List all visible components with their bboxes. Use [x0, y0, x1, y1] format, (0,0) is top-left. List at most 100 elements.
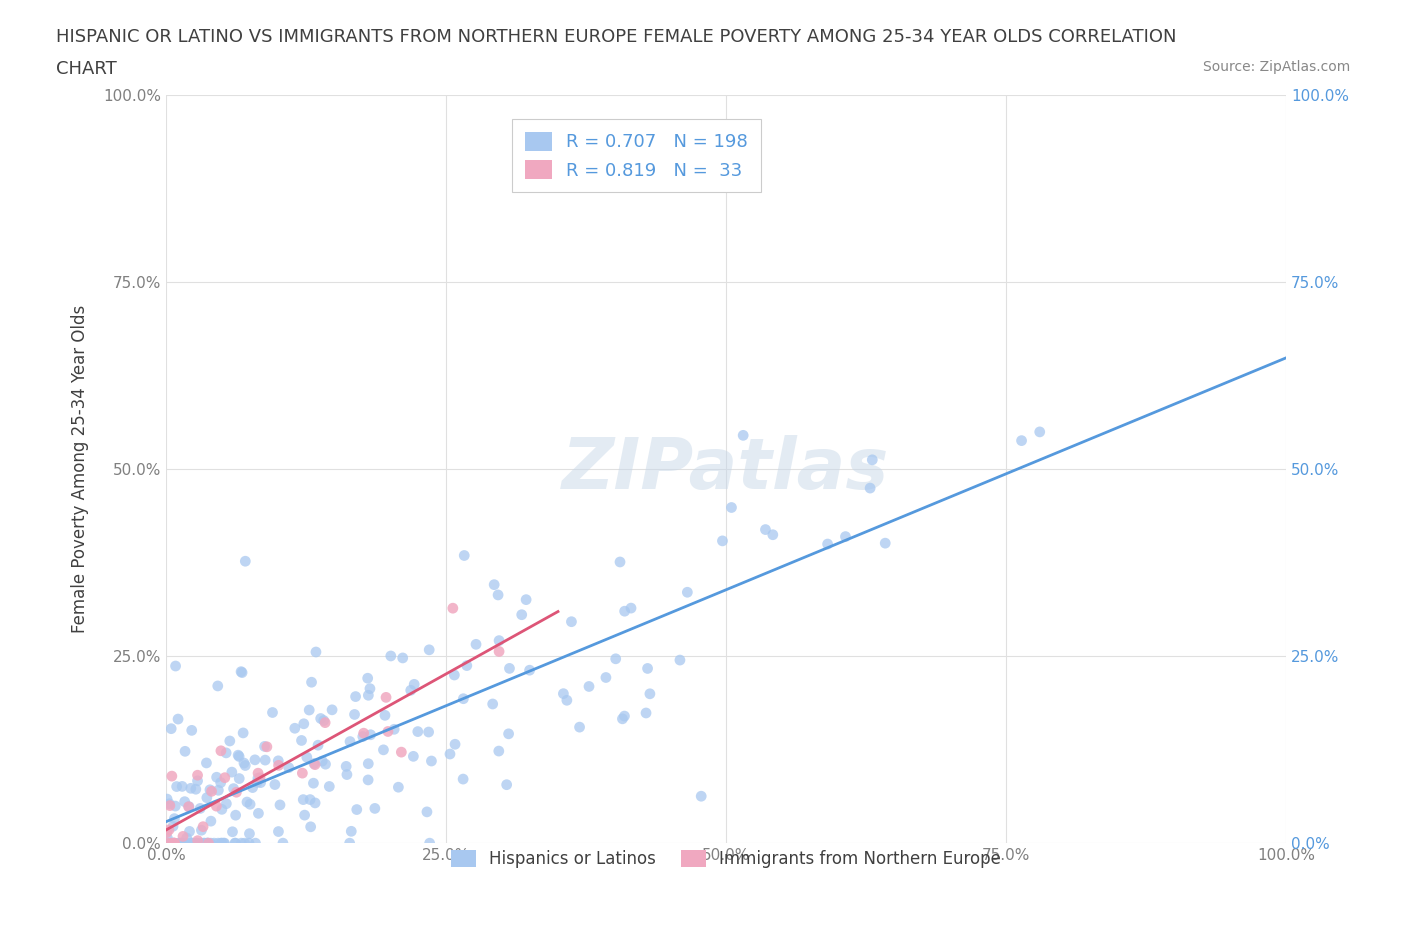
Point — [207, 679, 229, 694]
Point — [612, 711, 634, 726]
Point — [302, 776, 325, 790]
Point — [231, 836, 253, 851]
Point — [481, 697, 503, 711]
Point — [180, 836, 202, 851]
Point — [188, 801, 211, 816]
Point — [314, 715, 336, 730]
Point — [453, 691, 475, 706]
Point — [215, 746, 238, 761]
Point — [578, 679, 600, 694]
Text: Source: ZipAtlas.com: Source: ZipAtlas.com — [1202, 60, 1350, 74]
Point — [295, 750, 318, 764]
Point — [226, 748, 249, 763]
Point — [336, 767, 359, 782]
Point — [169, 836, 191, 851]
Point — [163, 836, 186, 851]
Point — [555, 693, 578, 708]
Point — [1011, 433, 1033, 448]
Point — [267, 753, 290, 768]
Point — [170, 836, 193, 851]
Point — [375, 690, 398, 705]
Point — [298, 702, 321, 717]
Point — [167, 711, 190, 726]
Point — [304, 757, 326, 772]
Point — [443, 668, 465, 683]
Point — [340, 824, 363, 839]
Point — [312, 713, 335, 728]
Point — [498, 661, 520, 676]
Point — [174, 744, 197, 759]
Point — [834, 529, 856, 544]
Point — [186, 836, 208, 851]
Point — [172, 829, 194, 844]
Point — [352, 729, 374, 744]
Point — [246, 775, 269, 790]
Point — [451, 772, 474, 787]
Point — [486, 588, 509, 603]
Point — [343, 707, 366, 722]
Point — [406, 724, 429, 739]
Point — [335, 759, 357, 774]
Point — [177, 799, 200, 814]
Point — [304, 795, 326, 810]
Point — [676, 585, 699, 600]
Point — [233, 758, 256, 773]
Text: HISPANIC OR LATINO VS IMMIGRANTS FROM NORTHERN EUROPE FEMALE POVERTY AMONG 25-34: HISPANIC OR LATINO VS IMMIGRANTS FROM NO… — [56, 28, 1177, 46]
Point — [172, 779, 194, 794]
Point — [247, 806, 270, 821]
Point — [733, 428, 755, 443]
Point — [1028, 424, 1050, 439]
Point — [254, 752, 277, 767]
Point — [302, 756, 325, 771]
Point — [180, 781, 202, 796]
Point — [420, 753, 443, 768]
Point — [238, 836, 260, 851]
Point — [309, 711, 332, 726]
Point — [224, 836, 246, 851]
Point — [187, 768, 209, 783]
Point — [267, 824, 290, 839]
Point — [344, 689, 367, 704]
Point — [162, 836, 184, 851]
Point — [299, 792, 322, 807]
Point — [380, 648, 402, 663]
Point — [209, 743, 232, 758]
Point — [754, 522, 776, 537]
Point — [197, 836, 219, 851]
Point — [465, 637, 488, 652]
Point — [165, 799, 187, 814]
Point — [357, 688, 380, 703]
Point — [311, 753, 333, 768]
Point — [299, 819, 322, 834]
Point — [160, 722, 183, 737]
Point — [202, 836, 225, 851]
Point — [510, 607, 533, 622]
Point — [318, 779, 340, 794]
Point — [498, 726, 520, 741]
Point — [638, 686, 661, 701]
Point — [439, 747, 461, 762]
Point — [609, 554, 631, 569]
Point — [389, 745, 412, 760]
Point — [243, 752, 266, 767]
Point — [246, 771, 269, 786]
Point — [229, 664, 252, 679]
Point — [377, 724, 399, 739]
Point — [238, 826, 260, 841]
Point — [214, 836, 236, 851]
Point — [195, 790, 218, 805]
Point — [269, 798, 291, 813]
Point — [188, 836, 211, 851]
Point — [209, 836, 232, 851]
Point — [184, 782, 207, 797]
Point — [221, 824, 243, 839]
Point — [186, 836, 208, 851]
Point — [166, 779, 188, 794]
Point — [419, 836, 441, 851]
Point — [399, 683, 422, 698]
Point — [346, 802, 368, 817]
Point — [160, 769, 183, 784]
Point — [553, 686, 575, 701]
Point — [232, 725, 254, 740]
Point — [195, 836, 218, 851]
